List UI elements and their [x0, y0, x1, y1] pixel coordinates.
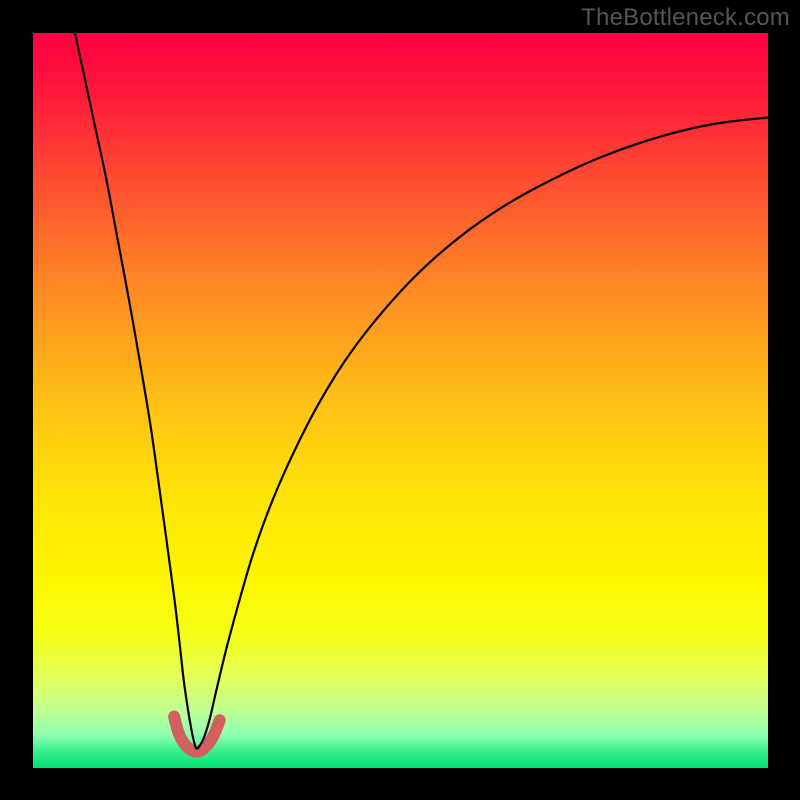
min-marker: [174, 717, 220, 752]
outer-frame: TheBottleneck.com: [0, 0, 800, 800]
watermark-text: TheBottleneck.com: [581, 4, 790, 32]
chart-svg-layer: [33, 33, 768, 768]
bottleneck-curve: [75, 33, 768, 749]
chart-plot-area: [33, 33, 768, 768]
